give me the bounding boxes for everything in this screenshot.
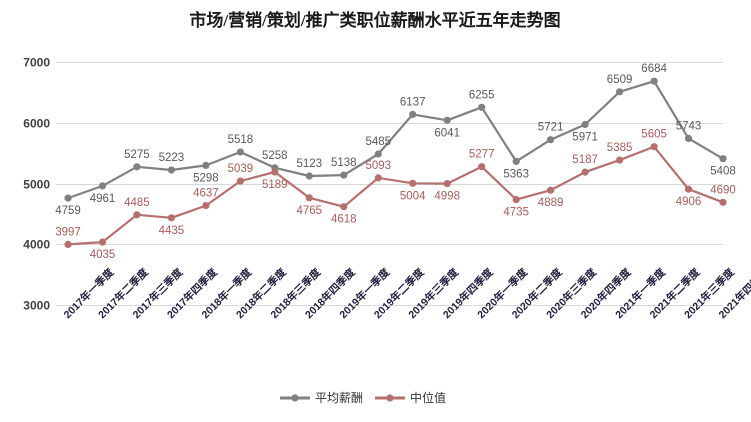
data-point (271, 168, 279, 176)
data-label: 5721 (538, 122, 564, 134)
data-point (167, 166, 175, 174)
data-label: 5123 (297, 158, 323, 170)
data-label: 5039 (228, 163, 254, 175)
data-point (719, 155, 727, 163)
y-axis-tick-label: 3000 (23, 299, 50, 313)
data-point (167, 214, 175, 222)
gridlines (56, 62, 723, 306)
data-point (512, 196, 520, 204)
data-label: 5138 (331, 157, 357, 169)
series-lines (66, 80, 725, 246)
data-label: 4485 (124, 197, 150, 209)
data-point (684, 134, 693, 142)
chart-legend: 平均薪酬 中位值 (280, 390, 446, 405)
data-label: 4690 (710, 184, 736, 196)
data-label: 5258 (262, 150, 288, 162)
data-label: 5363 (503, 168, 529, 180)
data-label: 6684 (641, 63, 667, 75)
y-axis-tick-labels: 3000 4000 5000 6000 7000 (23, 56, 50, 313)
data-point (98, 182, 107, 190)
data-point (236, 148, 244, 156)
data-label: 5605 (641, 129, 667, 141)
data-label: 5275 (124, 149, 150, 161)
data-label: 5277 (469, 149, 495, 161)
data-point (443, 180, 451, 188)
data-point (478, 163, 486, 171)
data-point (581, 168, 589, 176)
data-label: 5189 (262, 179, 288, 191)
data-label: 4906 (676, 196, 702, 208)
data-label: 4998 (434, 191, 460, 203)
data-label: 6041 (434, 127, 460, 139)
data-label: 5187 (572, 154, 598, 166)
data-point (616, 88, 624, 96)
y-axis-tick-label: 7000 (23, 56, 50, 70)
series-line (66, 80, 725, 200)
data-point (202, 161, 210, 169)
legend-swatch-dot (291, 394, 299, 402)
data-point (547, 186, 555, 194)
data-label: 4765 (297, 205, 323, 217)
data-label: 4035 (90, 249, 116, 261)
data-point (684, 185, 693, 193)
data-point (650, 143, 658, 151)
data-label: 5743 (676, 120, 702, 132)
data-label: 4435 (159, 225, 185, 237)
data-point (581, 120, 589, 129)
data-point (547, 136, 555, 144)
data-point (133, 163, 141, 171)
data-point (340, 203, 348, 211)
y-axis-tick-label: 6000 (23, 117, 50, 131)
data-point (512, 157, 520, 165)
data-point (616, 156, 624, 164)
data-label: 5298 (193, 172, 219, 184)
data-label: 5385 (607, 142, 633, 154)
data-point (98, 238, 107, 246)
data-label: 4637 (193, 188, 219, 200)
data-label: 4889 (538, 197, 564, 209)
data-label: 3997 (55, 226, 81, 238)
data-point (340, 171, 348, 179)
chart-title: 市场/营销/策划/推广类职位薪酬水平近五年走势图 (189, 10, 560, 30)
data-point (409, 110, 417, 118)
data-label: 6137 (400, 96, 426, 108)
legend-label: 中位值 (410, 390, 446, 405)
data-point (409, 179, 417, 187)
data-point (374, 150, 382, 158)
data-point (374, 174, 382, 182)
data-labels: 4759 4961 5275 5223 5298 5518 5258 5123 5138 5485… (55, 63, 736, 261)
y-axis-tick-label: 4000 (23, 238, 50, 252)
data-label: 4735 (503, 207, 529, 219)
data-point (64, 194, 72, 202)
data-point (202, 202, 210, 210)
data-label: 6255 (469, 89, 495, 101)
data-point (719, 198, 727, 206)
data-label: 6509 (607, 74, 633, 86)
data-label: 4618 (331, 214, 357, 226)
data-point (305, 194, 313, 202)
legend-swatch-dot (386, 394, 394, 402)
data-label: 5223 (159, 152, 185, 164)
data-point (478, 103, 486, 111)
legend-label: 平均薪酬 (315, 391, 363, 405)
data-label: 5093 (366, 160, 392, 172)
data-label: 4759 (55, 205, 81, 217)
series-points (64, 77, 727, 248)
data-label: 5408 (710, 166, 736, 178)
data-label: 5485 (366, 136, 392, 148)
data-point (305, 172, 313, 180)
data-label: 4961 (90, 193, 116, 205)
data-point (443, 116, 451, 124)
series-line (66, 145, 725, 246)
data-point (236, 177, 244, 185)
data-point (133, 211, 141, 219)
y-axis-tick-label: 5000 (23, 178, 50, 192)
x-axis-category-labels: 2017年一季度2017年二季度2017年三季度2017年四季度2018年一季度… (61, 265, 751, 321)
data-label: 5518 (228, 134, 254, 146)
data-point (650, 77, 658, 85)
data-label: 5004 (400, 190, 426, 202)
data-label: 5971 (572, 132, 598, 144)
data-point (64, 240, 72, 248)
